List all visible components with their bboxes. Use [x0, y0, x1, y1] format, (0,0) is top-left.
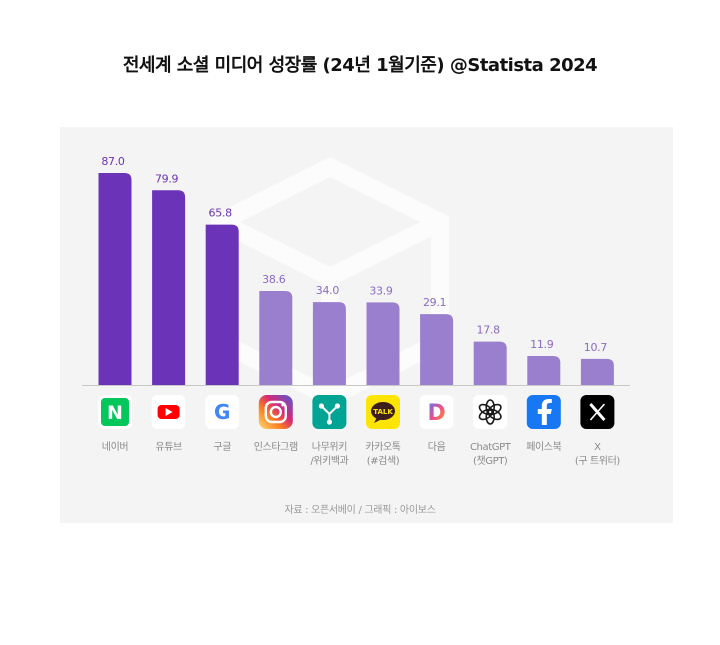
svg-text:G: G [214, 400, 230, 424]
category-label: 유튜브 [155, 441, 182, 453]
x-icon [580, 395, 615, 429]
bar-value-label: 65.8 [209, 207, 233, 220]
category-label: 인스타그램 [254, 441, 298, 453]
bar [580, 358, 614, 385]
bar [527, 356, 561, 385]
bar [98, 173, 132, 385]
svg-text:D: D [427, 401, 445, 426]
chatgpt-icon [473, 395, 508, 429]
category-label: 네이버 [102, 441, 128, 453]
category-label: /위키백과 [310, 454, 348, 467]
chart-panel: 87.0 N 네이버 79.9 유튜브 65.8 G 구글 38.6 인스타그램 34.0 나무위키 /… [60, 127, 673, 523]
bar-value-label: 17.8 [477, 324, 501, 337]
chart-title: 전세계 소셜 미디어 성장률 (24년 1월기준) @Statista 2024 [122, 55, 598, 76]
svg-text:N: N [107, 402, 123, 424]
bar [259, 290, 293, 385]
category-label: ChatGPT [470, 442, 512, 453]
bar-value-label: 33.9 [369, 284, 393, 297]
category-label: 나무위키 [312, 440, 347, 453]
namuwiki-icon [312, 395, 347, 429]
bar [205, 224, 239, 385]
bar [366, 302, 400, 385]
kakaotalk-icon: TALK [366, 395, 400, 429]
category-label: (챗GPT) [473, 455, 508, 467]
category-label: 구글 [213, 441, 231, 453]
bar [473, 341, 507, 385]
bar-value-label: 87.0 [101, 155, 125, 168]
bar [152, 190, 186, 385]
bar-value-label: 29.1 [423, 296, 446, 309]
bar-value-label: 38.6 [262, 273, 286, 286]
instagram-icon [258, 395, 293, 429]
facebook-icon [526, 395, 561, 429]
bar-value-label: 10.7 [584, 341, 608, 354]
svg-text:TALK: TALK [373, 408, 393, 416]
daum-icon: D [419, 395, 454, 429]
category-label: 카카오톡 [365, 441, 400, 453]
bar [420, 314, 454, 385]
source-note: 자료 : 오픈서베이 / 그래픽 : 아이보스 [284, 505, 436, 516]
category-label: 다음 [428, 441, 446, 453]
category-label: X [594, 442, 601, 453]
bar [312, 302, 346, 385]
naver-icon: N [98, 395, 132, 429]
google-icon: G [205, 395, 240, 429]
youtube-icon [151, 395, 186, 429]
category-label: (구 트위터) [575, 454, 620, 467]
category-label: 페이스북 [526, 441, 561, 453]
bar-value-label: 11.9 [530, 338, 554, 351]
category-label: (#검색) [367, 455, 400, 467]
bar-chart: 87.0 N 네이버 79.9 유튜브 65.8 G 구글 38.6 인스타그램 34.0 나무위키/… [82, 155, 630, 467]
bar-value-label: 34.0 [316, 284, 340, 297]
bar-value-label: 79.9 [155, 172, 179, 185]
